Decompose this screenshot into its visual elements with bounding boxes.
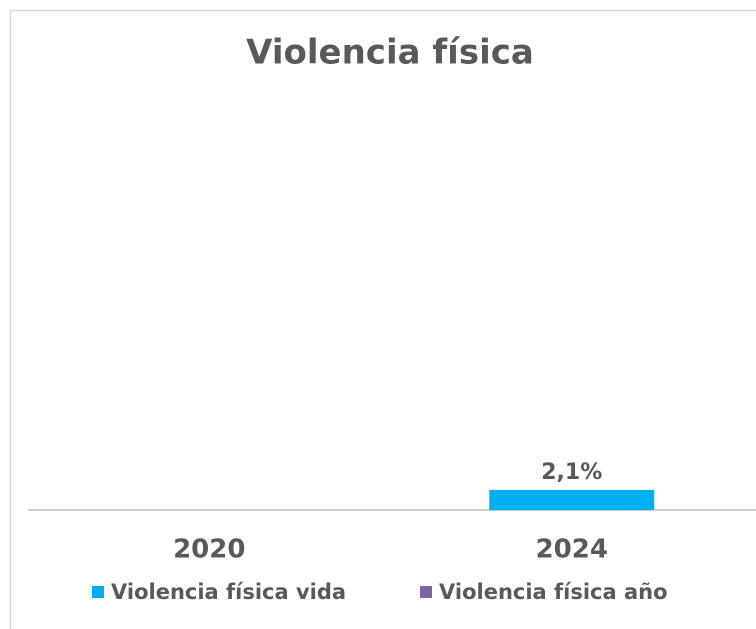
chart-frame [9, 9, 756, 629]
legend-label: Violencia física vida [111, 580, 346, 604]
legend-swatch [420, 586, 432, 598]
legend-label: Violencia física año [439, 580, 668, 604]
bar [489, 489, 655, 510]
data-label: 2,1% [541, 460, 602, 485]
chart-title: Violencia física [246, 33, 534, 73]
x-tick-label: 2024 [536, 535, 608, 565]
x-tick-label: 2020 [173, 535, 245, 565]
legend-swatch [92, 586, 104, 598]
